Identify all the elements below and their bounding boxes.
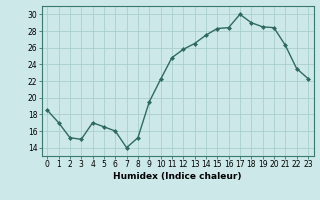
X-axis label: Humidex (Indice chaleur): Humidex (Indice chaleur): [113, 172, 242, 181]
